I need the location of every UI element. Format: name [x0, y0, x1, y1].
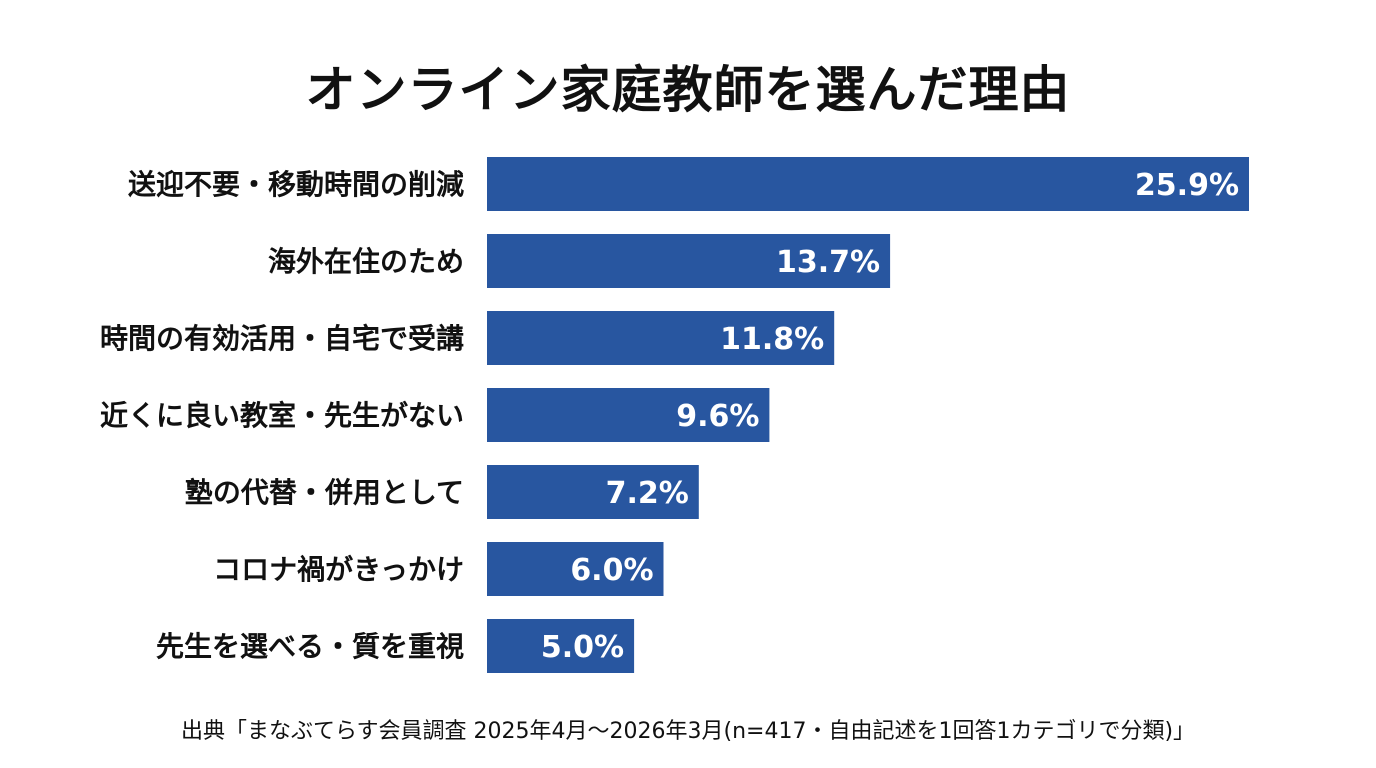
- category-labels-group: 送迎不要・移動時間の削減海外在住のため時間の有効活用・自宅で受講近くに良い教室・…: [100, 168, 464, 663]
- category-label: 塾の代替・併用として: [185, 476, 464, 509]
- data-label: 11.8%: [720, 322, 824, 357]
- bar: [487, 234, 891, 288]
- category-label: コロナ禍がきっかけ: [213, 553, 464, 586]
- data-label: 9.6%: [676, 399, 759, 434]
- bar: [487, 465, 699, 519]
- value-labels-group: 25.9% 13.7% 11.8% 9.6% 7.2% 6.0% 5.0%: [541, 168, 1239, 665]
- bar: [487, 619, 635, 673]
- data-label: 6.0%: [570, 553, 653, 588]
- category-label: 海外在住のため: [268, 245, 464, 278]
- source-note: 出典「まなぶてらす会員調査 2025年4月〜2026年3月(n=417・自由記述…: [180, 719, 1196, 744]
- bar: [487, 311, 835, 365]
- category-label: 近くに良い教室・先生がない: [100, 399, 464, 432]
- data-label: 7.2%: [606, 476, 689, 511]
- data-label: 13.7%: [776, 245, 880, 280]
- category-label: 先生を選べる・質を重視: [156, 630, 464, 663]
- data-label: 5.0%: [541, 630, 624, 665]
- bars-group: [487, 157, 1249, 673]
- bar: [487, 157, 1249, 211]
- bar: [487, 388, 770, 442]
- category-label: 時間の有効活用・自宅で受講: [100, 322, 464, 355]
- category-label: 送迎不要・移動時間の削減: [128, 168, 464, 201]
- data-label: 25.9%: [1135, 168, 1239, 203]
- chart-title: オンライン家庭教師を選んだ理由: [305, 61, 1071, 119]
- bar: [487, 542, 664, 596]
